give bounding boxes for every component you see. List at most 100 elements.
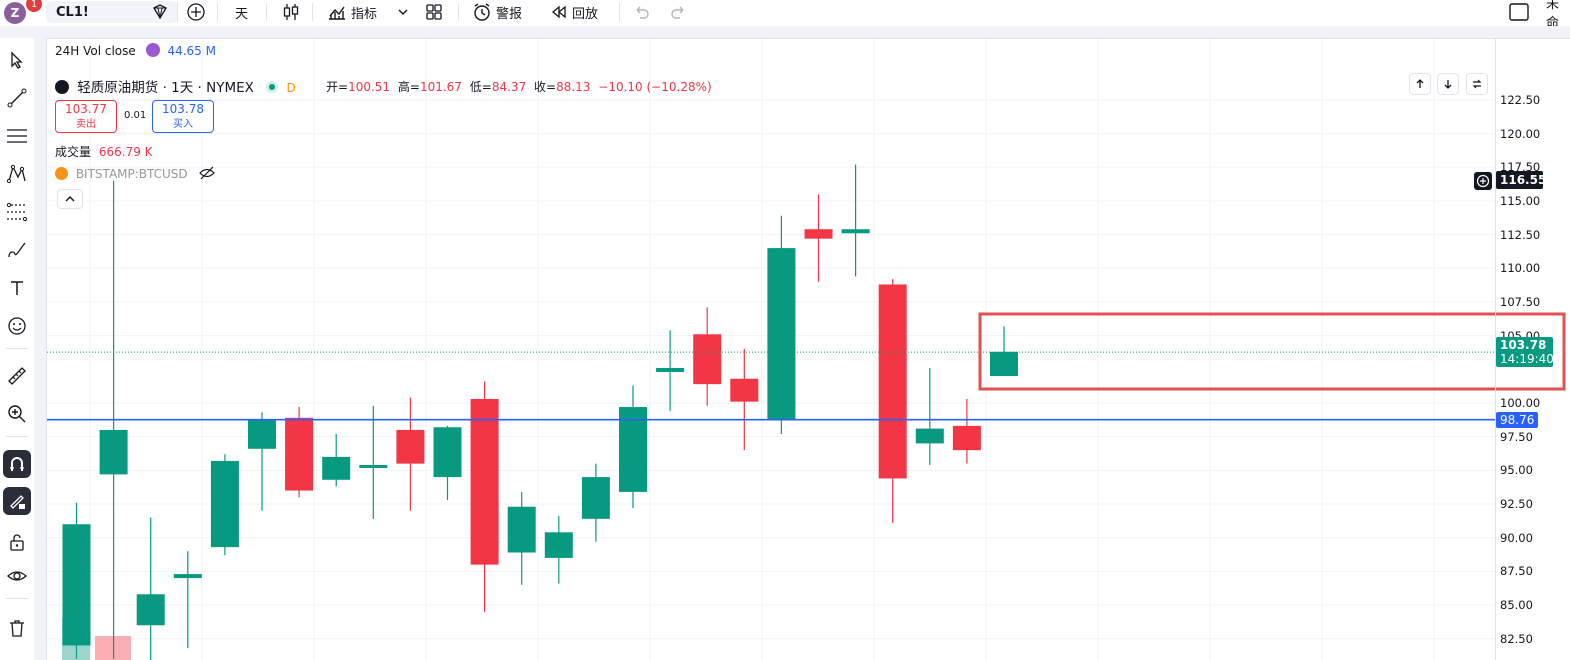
price-axis-label: 90.00	[1500, 530, 1533, 545]
fullscreen-checkbox-icon[interactable]	[1508, 0, 1530, 24]
price-axis-label: 112.50	[1500, 227, 1541, 242]
toolbar-gutter	[34, 38, 46, 660]
crosshair-add-icon[interactable]	[1474, 172, 1492, 190]
sell-button[interactable]: 103.77 卖出	[55, 100, 117, 133]
ohlc-values: 开=100.51 高=101.67 低=84.37 收=88.13 −10.10…	[326, 78, 712, 95]
ruler-icon[interactable]	[3, 362, 31, 390]
compare-symbol[interactable]: BITSTAMP:BTCUSD	[75, 167, 188, 181]
volume-legend: 成交量 666.79 K	[55, 143, 153, 160]
hidden-eye-icon[interactable]	[198, 166, 216, 180]
pattern-icon[interactable]	[3, 160, 31, 188]
lock-drawing-icon[interactable]	[3, 487, 31, 515]
badge-count: 1	[30, 0, 38, 10]
symbol-title[interactable]: 轻质原油期货 · 1天 · NYMEX	[77, 80, 254, 96]
symbol-legend: 轻质原油期货 · 1天 · NYMEX D	[55, 76, 296, 96]
price-axis[interactable]	[1495, 38, 1570, 660]
collapse-legend-button[interactable]	[57, 189, 83, 209]
close-label: 收=	[534, 80, 557, 94]
candle-type-icon[interactable]	[282, 0, 300, 24]
replay-button[interactable]: 回放	[550, 0, 598, 24]
delayed-badge: D	[286, 81, 296, 95]
text-icon[interactable]	[3, 274, 31, 302]
top-toolbar: Z 1 CL1! 天 指标 警报 回放 未命	[0, 0, 1570, 31]
horizontal-line-price-tag: 98.76	[1496, 411, 1538, 428]
vol-legend: 24H Vol close 44.65 M	[55, 43, 216, 58]
bar-countdown: 14:19:40	[1500, 352, 1554, 367]
sell-price: 103.77	[65, 102, 107, 116]
open-value: 100.51	[348, 80, 391, 94]
compare-icon[interactable]	[150, 0, 170, 24]
drawing-toolbar	[0, 40, 34, 660]
chevron-down-icon[interactable]	[396, 0, 410, 24]
low-value: 84.37	[491, 80, 527, 94]
interval-button[interactable]: 天	[235, 0, 248, 24]
buy-button[interactable]: 103.78 买入	[152, 100, 214, 133]
last-price-tag: 103.78 14:19:40	[1496, 337, 1554, 368]
arrow-up-icon	[1416, 79, 1424, 88]
buy-price: 103.78	[162, 102, 204, 116]
zoom-in-icon[interactable]	[3, 400, 31, 428]
high-value: 101.67	[419, 80, 462, 94]
volume-value: 666.79 K	[98, 145, 153, 159]
indicators-button[interactable]: 指标	[327, 0, 377, 24]
high-label: 高=	[397, 80, 420, 94]
layout-name[interactable]: 未命	[1546, 0, 1570, 31]
replay-label: 回放	[572, 6, 599, 22]
alarm-clock-icon	[474, 3, 490, 21]
price-axis-label: 115.00	[1500, 193, 1541, 208]
symbol-search[interactable]: CL1!	[46, 1, 178, 23]
chevron-up-icon	[65, 196, 75, 202]
interval-label: 天	[235, 6, 249, 22]
price-axis-label: 107.50	[1500, 294, 1541, 309]
brush-icon[interactable]	[3, 236, 31, 264]
trash-icon[interactable]	[3, 614, 31, 642]
bitcoin-icon	[55, 167, 68, 180]
price-axis-label: 97.50	[1500, 429, 1533, 444]
price-axis-label: 87.50	[1500, 564, 1533, 579]
undo-icon[interactable]	[632, 0, 650, 24]
notification-badge: 1	[26, 0, 42, 12]
symbol-logo-icon	[55, 80, 69, 94]
vol-label: 24H Vol close	[55, 44, 136, 58]
spread-value: 0.01	[124, 110, 147, 121]
replay-icon	[551, 5, 566, 19]
user-avatar[interactable]: Z	[4, 2, 26, 24]
low-label: 低=	[469, 80, 492, 94]
symbol-name: CL1!	[56, 4, 89, 20]
price-axis-label: 100.00	[1500, 396, 1541, 410]
reset-chart-button[interactable]	[1466, 73, 1488, 95]
crosshair-price: 116.55	[1500, 173, 1547, 188]
avatar-letter: Z	[10, 6, 20, 20]
market-status-icon	[266, 81, 279, 93]
cursor-icon[interactable]	[3, 46, 31, 74]
alert-button[interactable]: 警报	[472, 0, 522, 24]
lock-icon[interactable]	[3, 528, 31, 556]
price-axis-label: 85.00	[1500, 598, 1533, 613]
indicators-label: 指标	[351, 6, 378, 22]
emoji-icon[interactable]	[3, 312, 31, 340]
eye-icon[interactable]	[3, 562, 31, 590]
price-axis-label: 117.50	[1500, 160, 1541, 175]
arrow-down-icon	[1444, 80, 1452, 89]
trend-line-icon[interactable]	[3, 84, 31, 112]
chart-area[interactable]	[46, 38, 1570, 660]
reset-icon	[1472, 79, 1482, 89]
line-price: 98.76	[1500, 412, 1535, 427]
layout-icon[interactable]	[424, 0, 444, 24]
price-axis-label: 82.50	[1500, 631, 1533, 646]
alert-label: 警报	[496, 6, 523, 22]
horizontal-lines-icon[interactable]	[3, 122, 31, 150]
magnet-icon[interactable]	[3, 450, 31, 478]
redo-icon[interactable]	[670, 0, 688, 24]
scroll-down-button[interactable]	[1437, 73, 1459, 95]
price-axis-label: 120.00	[1500, 126, 1541, 141]
add-symbol-icon[interactable]	[186, 0, 206, 24]
fib-icon[interactable]	[3, 198, 31, 226]
volume-label[interactable]: 成交量	[55, 145, 92, 159]
price-axis-label: 95.00	[1500, 463, 1533, 478]
scroll-up-button[interactable]	[1409, 73, 1431, 95]
price-axis-label: 92.50	[1500, 497, 1533, 512]
refresh-icon[interactable]	[145, 43, 160, 57]
change-value: −10.10 (−10.28%)	[598, 80, 712, 94]
last-price: 103.78	[1500, 338, 1547, 353]
